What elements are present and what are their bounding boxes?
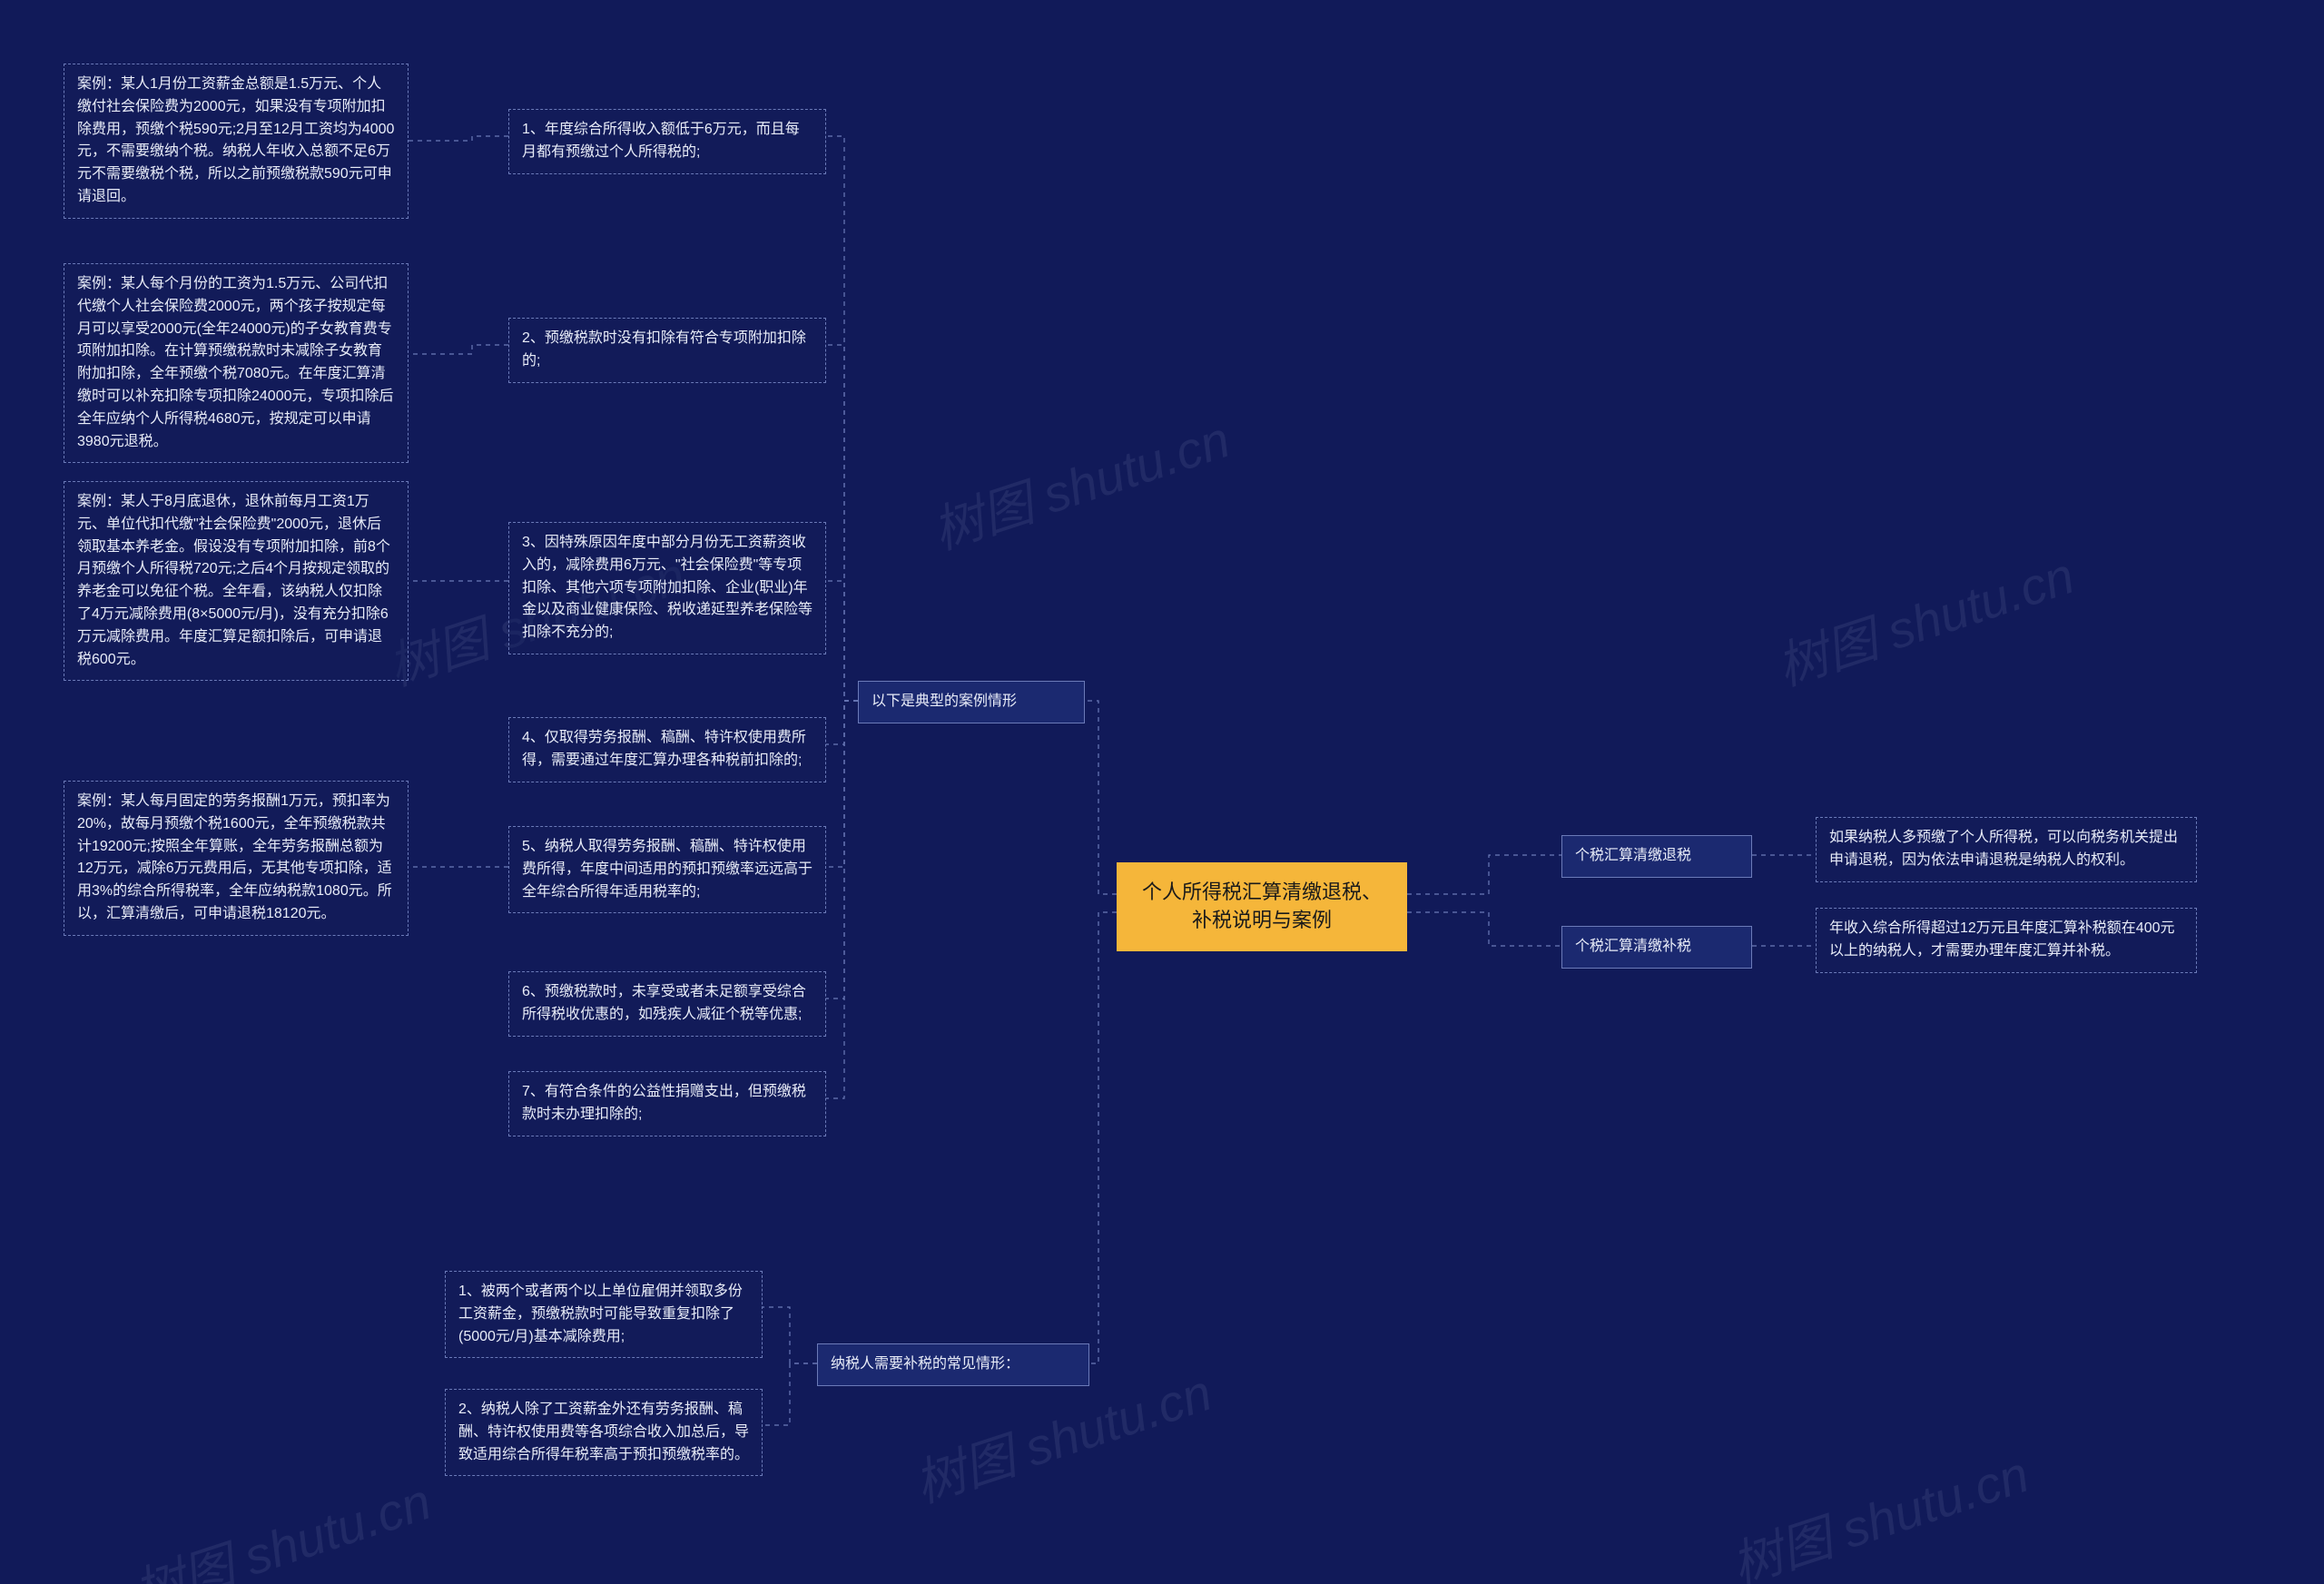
case-item-2: 2、预缴税款时没有扣除有符合专项附加扣除的; [508, 318, 826, 383]
case-example-3: 案例：某人于8月底退休，退休前每月工资1万元、单位代扣代缴"社会保险费"2000… [64, 481, 409, 681]
supplement-item-1: 1、被两个或者两个以上单位雇佣并领取多份工资薪金，预缴税款时可能导致重复扣除了(… [445, 1271, 763, 1358]
right-branch-supplement-label: 个税汇算清缴补税 [1561, 926, 1752, 969]
left-hub-cases: 以下是典型的案例情形 [858, 681, 1085, 723]
case-item-4: 4、仅取得劳务报酬、稿酬、特许权使用费所得，需要通过年度汇算办理各种税前扣除的; [508, 717, 826, 782]
case-example-2: 案例：某人每个月份的工资为1.5万元、公司代扣代缴个人社会保险费2000元，两个… [64, 263, 409, 463]
right-branch-refund-label: 个税汇算清缴退税 [1561, 835, 1752, 878]
left-hub-supplement: 纳税人需要补税的常见情形： [817, 1343, 1089, 1386]
case-item-5: 5、纳税人取得劳务报酬、稿酬、特许权使用费所得，年度中间适用的预扣预缴率远远高于… [508, 826, 826, 913]
case-item-1: 1、年度综合所得收入额低于6万元，而且每月都有预缴过个人所得税的; [508, 109, 826, 174]
case-example-1: 案例：某人1月份工资薪金总额是1.5万元、个人缴付社会保险费为2000元，如果没… [64, 64, 409, 219]
center-topic: 个人所得税汇算清缴退税、补税说明与案例 [1117, 862, 1407, 951]
watermark: 树图 shutu.cn [922, 399, 1238, 565]
case-item-3: 3、因特殊原因年度中部分月份无工资薪资收入的，减除费用6万元、"社会保险费"等专… [508, 522, 826, 654]
watermark: 树图 shutu.cn [1721, 1434, 2037, 1584]
supplement-item-2: 2、纳税人除了工资薪金外还有劳务报酬、稿酬、特许权使用费等各项综合收入加总后，导… [445, 1389, 763, 1476]
right-branch-supplement-detail: 年收入综合所得超过12万元且年度汇算补税额在400元以上的纳税人，才需要办理年度… [1816, 908, 2197, 973]
watermark: 树图 shutu.cn [1767, 536, 2083, 701]
case-item-7: 7、有符合条件的公益性捐赠支出，但预缴税款时未办理扣除的; [508, 1071, 826, 1136]
case-example-5: 案例：某人每月固定的劳务报酬1万元，预扣率为20%，故每月预缴个税1600元，全… [64, 781, 409, 936]
case-item-6: 6、预缴税款时，未享受或者未足额享受综合所得税收优惠的，如残疾人减征个税等优惠; [508, 971, 826, 1037]
watermark: 树图 shutu.cn [123, 1461, 439, 1584]
right-branch-refund-detail: 如果纳税人多预缴了个人所得税，可以向税务机关提出申请退税，因为依法申请退税是纳税… [1816, 817, 2197, 882]
